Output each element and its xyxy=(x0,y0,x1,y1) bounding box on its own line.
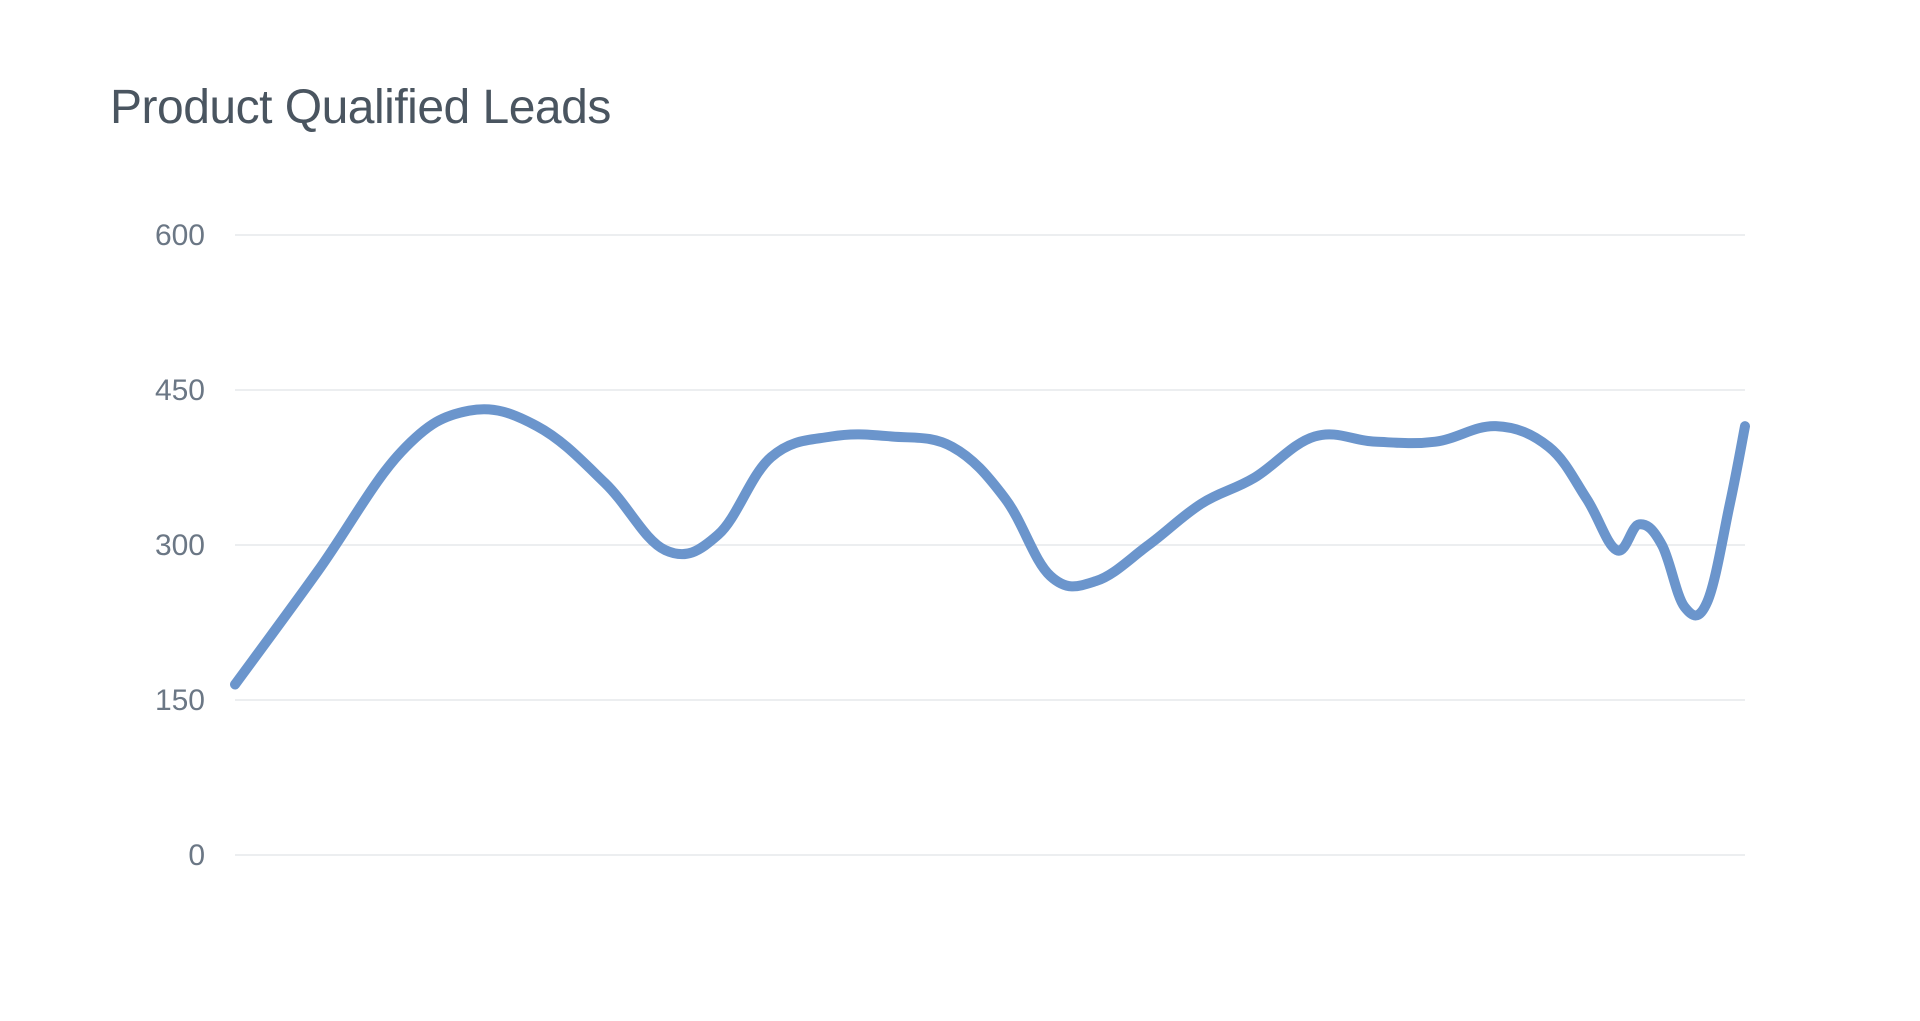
data-series-line xyxy=(235,409,1745,684)
chart-title: Product Qualified Leads xyxy=(110,80,1810,135)
y-axis-tick-label: 0 xyxy=(188,839,205,872)
y-axis-tick-label: 150 xyxy=(155,684,205,717)
y-axis-tick-label: 450 xyxy=(155,374,205,407)
chart-container: Product Qualified Leads 0 150 300 450 600 xyxy=(110,80,1810,941)
line-chart-svg: 0 150 300 450 600 xyxy=(110,195,1810,895)
y-axis-tick-label: 300 xyxy=(155,529,205,562)
y-axis-tick-label: 600 xyxy=(155,219,205,252)
chart-plot-area: 0 150 300 450 600 xyxy=(110,195,1810,895)
